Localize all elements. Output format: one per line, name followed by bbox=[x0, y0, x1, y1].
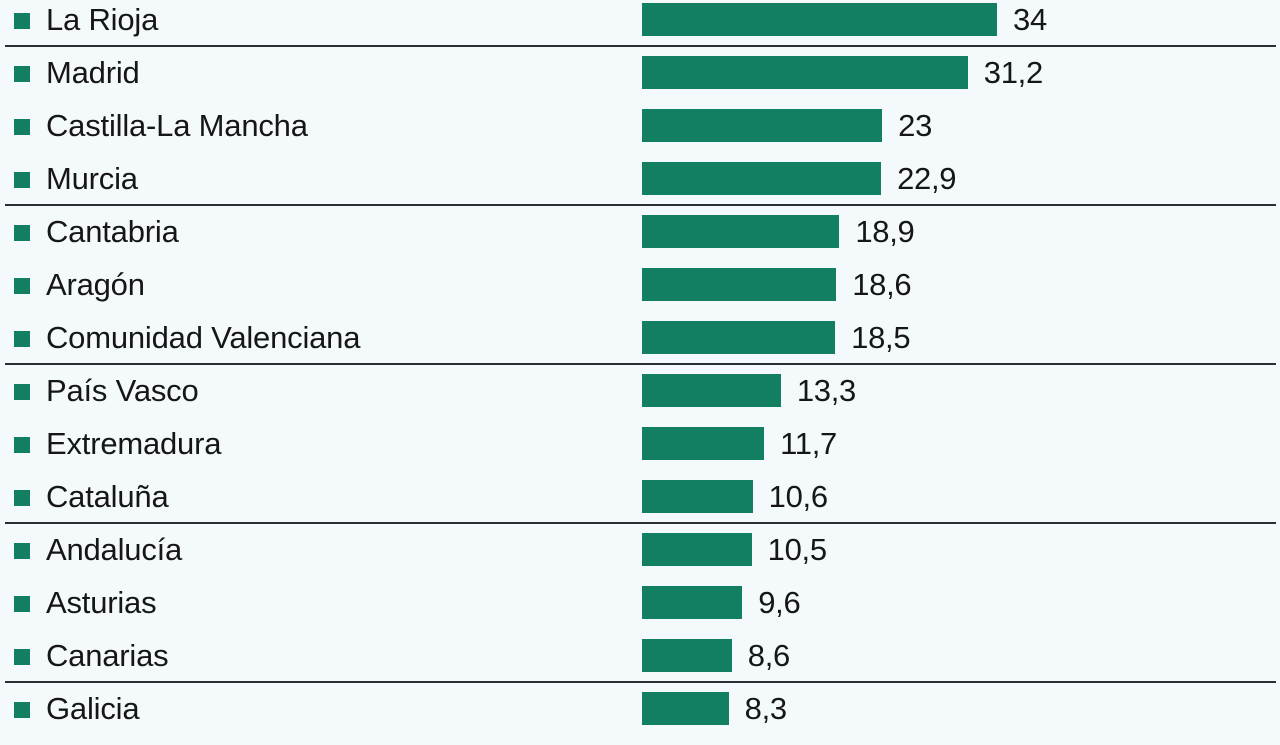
value-label: 13,3 bbox=[796, 373, 856, 408]
value-label: 18,6 bbox=[852, 267, 912, 302]
value-label: 8,6 bbox=[747, 638, 791, 673]
square-bullet-icon bbox=[14, 225, 30, 241]
group-divider bbox=[5, 363, 1276, 365]
chart-row: La Rioja 34 bbox=[0, 3, 1280, 56]
square-bullet-icon bbox=[14, 278, 30, 294]
bar bbox=[642, 374, 781, 407]
value-label: 8,3 bbox=[744, 691, 788, 726]
bar bbox=[642, 533, 752, 566]
category-label: Murcia bbox=[46, 161, 138, 196]
category-label: La Rioja bbox=[46, 2, 159, 37]
value-label: 10,5 bbox=[767, 532, 827, 567]
value-label: 23 bbox=[898, 108, 933, 143]
category-label: Asturias bbox=[46, 585, 157, 620]
chart-row: Galicia 8,3 bbox=[0, 692, 1280, 745]
chart-row: Castilla-La Mancha 23 bbox=[0, 109, 1280, 162]
category-label: Cantabria bbox=[46, 214, 179, 249]
chart-row: Cataluña 10,6 bbox=[0, 480, 1280, 533]
value-label: 11,7 bbox=[780, 426, 837, 461]
group-divider bbox=[5, 45, 1276, 47]
bar bbox=[642, 215, 840, 248]
square-bullet-icon bbox=[14, 702, 30, 718]
group-divider bbox=[5, 681, 1276, 683]
value-label: 18,9 bbox=[855, 214, 915, 249]
group-divider bbox=[5, 204, 1276, 206]
square-bullet-icon bbox=[14, 543, 30, 559]
square-bullet-icon bbox=[14, 490, 30, 506]
category-label: Castilla-La Mancha bbox=[46, 108, 308, 143]
square-bullet-icon bbox=[14, 66, 30, 82]
bar bbox=[642, 109, 883, 142]
chart-row: Murcia 22,9 bbox=[0, 162, 1280, 215]
category-label: Cataluña bbox=[46, 479, 169, 514]
group-divider bbox=[5, 522, 1276, 524]
chart-row: Asturias 9,6 bbox=[0, 586, 1280, 639]
chart-row: Canarias 8,6 bbox=[0, 639, 1280, 692]
bar bbox=[642, 427, 765, 460]
bar bbox=[642, 162, 882, 195]
value-label: 9,6 bbox=[758, 585, 801, 620]
horizontal-bar-chart: La Rioja 34 Madrid 31,2 Castilla-La Mancha 23… bbox=[0, 3, 1280, 726]
chart-row: Extremadura 11,7 bbox=[0, 427, 1280, 480]
category-label: País Vasco bbox=[46, 373, 199, 408]
square-bullet-icon bbox=[14, 13, 30, 29]
chart-row: Aragón 18,6 bbox=[0, 268, 1280, 321]
value-label: 31,2 bbox=[983, 55, 1043, 90]
category-label: Aragón bbox=[46, 267, 145, 302]
category-label: Andalucía bbox=[46, 532, 183, 567]
bar bbox=[642, 692, 729, 725]
chart-row: Andalucía 10,5 bbox=[0, 533, 1280, 586]
category-label: Comunidad Valenciana bbox=[46, 320, 361, 355]
chart-row: Madrid 31,2 bbox=[0, 56, 1280, 109]
bar bbox=[642, 56, 968, 89]
bar bbox=[642, 268, 837, 301]
category-label: Canarias bbox=[46, 638, 169, 673]
bar bbox=[642, 3, 997, 36]
square-bullet-icon bbox=[14, 119, 30, 135]
bar bbox=[642, 586, 743, 619]
square-bullet-icon bbox=[14, 172, 30, 188]
square-bullet-icon bbox=[14, 384, 30, 400]
chart-row: Cantabria 18,9 bbox=[0, 215, 1280, 268]
square-bullet-icon bbox=[14, 331, 30, 347]
value-label: 10,6 bbox=[768, 479, 828, 514]
bar bbox=[642, 321, 836, 354]
value-label: 18,5 bbox=[851, 320, 911, 355]
chart-row: País Vasco 13,3 bbox=[0, 374, 1280, 427]
square-bullet-icon bbox=[14, 649, 30, 665]
category-label: Madrid bbox=[46, 55, 140, 90]
value-label: 22,9 bbox=[897, 161, 957, 196]
chart-row: Comunidad Valenciana 18,5 bbox=[0, 321, 1280, 374]
category-label: Galicia bbox=[46, 691, 140, 726]
bar bbox=[642, 480, 753, 513]
value-label: 34 bbox=[1013, 2, 1047, 37]
category-label: Extremadura bbox=[46, 426, 222, 461]
bar bbox=[642, 639, 732, 672]
square-bullet-icon bbox=[14, 596, 30, 612]
square-bullet-icon bbox=[14, 437, 30, 453]
